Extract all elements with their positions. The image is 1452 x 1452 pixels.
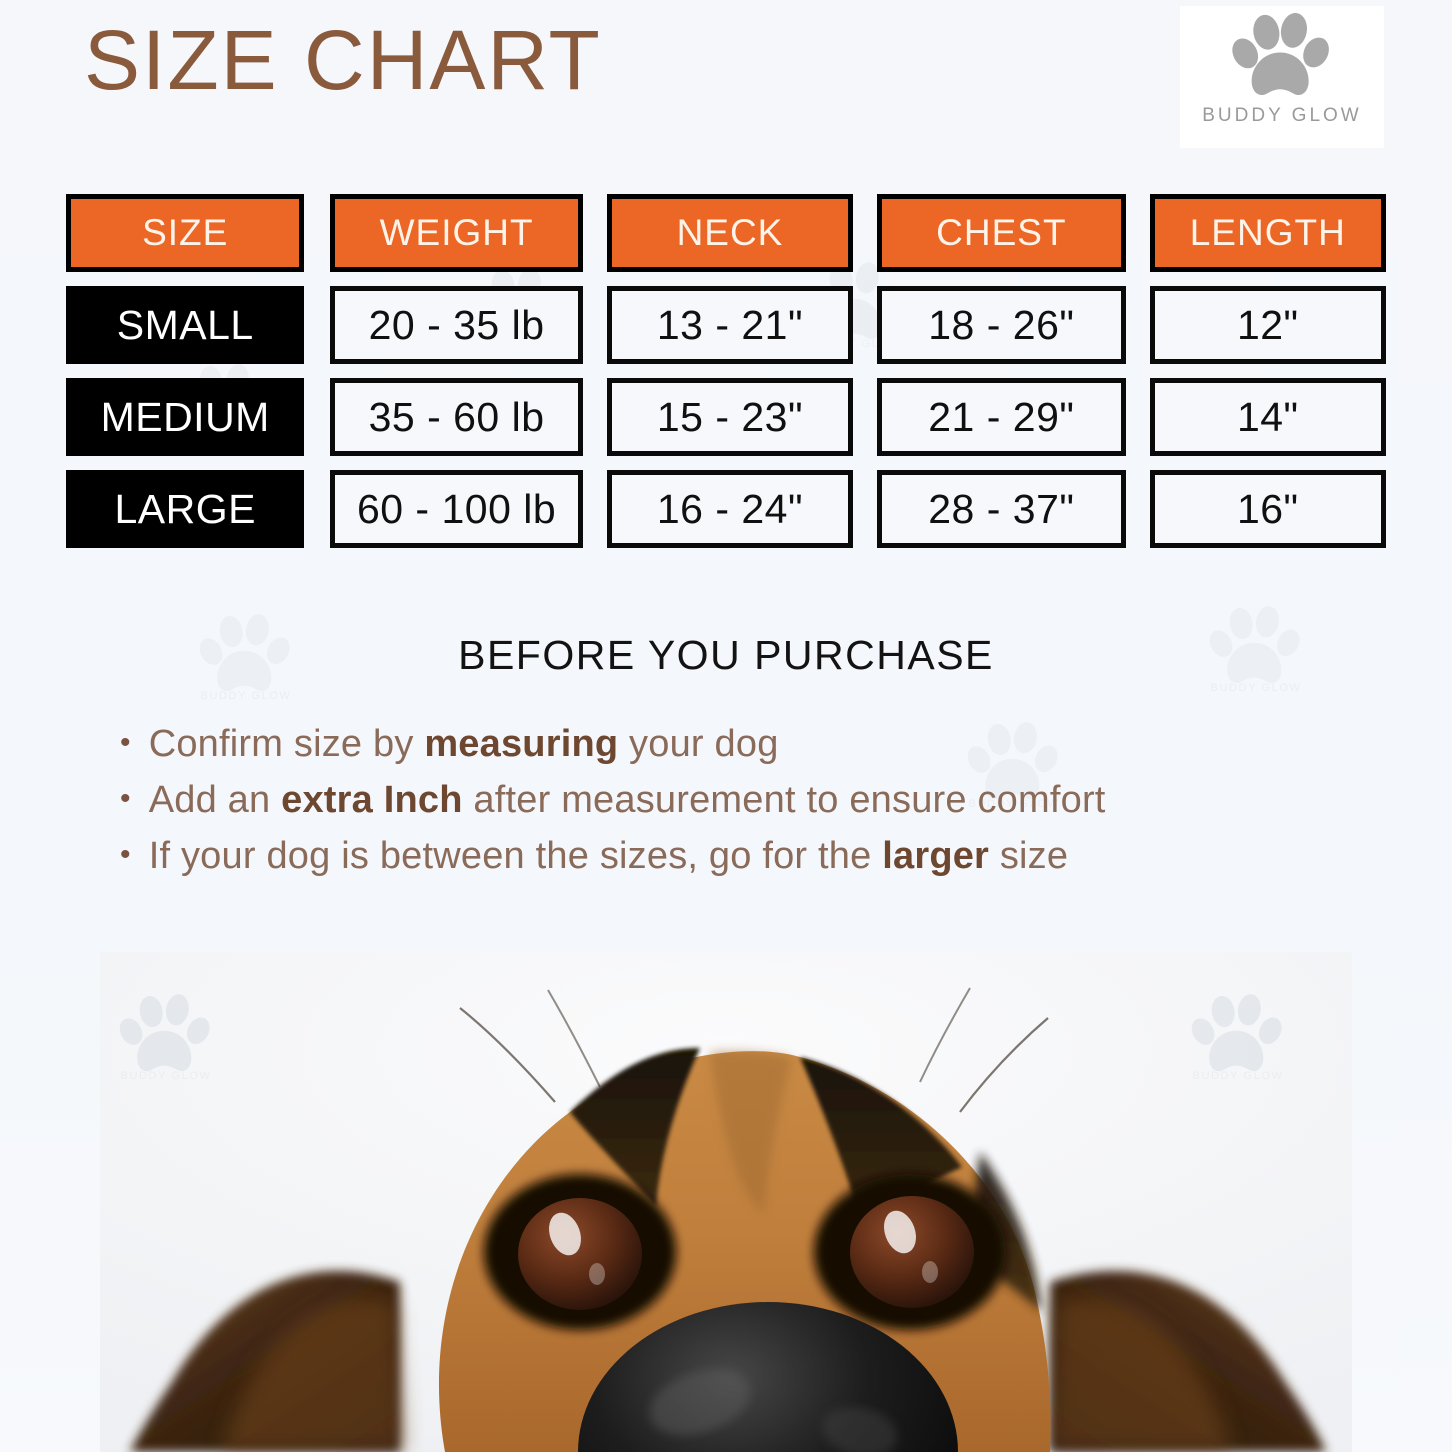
- column-header-length: LENGTH: [1149, 194, 1386, 272]
- cell-length: 16": [1149, 470, 1387, 548]
- cell-chest: 18 - 26": [877, 286, 1126, 364]
- dog-photo: [100, 952, 1352, 1452]
- page-title: SIZE CHART: [84, 13, 602, 107]
- row-size-label: LARGE: [66, 470, 305, 548]
- column-header-chest: CHEST: [877, 194, 1126, 272]
- watermark-text: BUDDY GLOW: [1210, 682, 1302, 694]
- cell-weight: 35 - 60 lb: [330, 378, 583, 456]
- list-item: • Confirm size by measuring your dog: [120, 716, 1370, 772]
- cell-neck: 16 - 24": [606, 470, 854, 548]
- cell-weight: 20 - 35 lb: [330, 286, 583, 364]
- before-you-purchase-heading: BEFORE YOU PURCHASE: [458, 632, 994, 678]
- list-item-text: Confirm size by measuring your dog: [148, 723, 779, 765]
- column-header-weight: WEIGHT: [330, 194, 583, 272]
- purchase-notes-list: • Confirm size by measuring your dog • A…: [120, 716, 1370, 885]
- cell-chest: 21 - 29": [877, 378, 1126, 456]
- bullet-marker: •: [120, 782, 131, 816]
- cell-neck: 13 - 21": [606, 286, 854, 364]
- table-row: MEDIUM 35 - 60 lb 15 - 23" 21 - 29" 14": [66, 378, 1387, 456]
- watermark-text: BUDDY GLOW: [200, 690, 292, 702]
- row-size-label: SMALL: [66, 286, 305, 364]
- list-item: • If your dog is between the sizes, go f…: [120, 828, 1370, 884]
- bullet-marker: •: [120, 726, 131, 759]
- cell-chest: 28 - 37": [877, 470, 1126, 548]
- list-item-text: If your dog is between the sizes, go for…: [148, 835, 1069, 878]
- row-size-label: MEDIUM: [66, 378, 305, 456]
- paw-print-icon: [1230, 12, 1334, 104]
- cell-weight: 60 - 100 lb: [330, 470, 583, 548]
- table-header-row: SIZE WEIGHT NECK CHEST LENGTH: [66, 194, 1386, 272]
- column-header-size: SIZE: [66, 194, 305, 272]
- table-row: LARGE 60 - 100 lb 16 - 24" 28 - 37" 16": [66, 470, 1387, 548]
- cell-neck: 15 - 23": [606, 378, 854, 456]
- cell-length: 12": [1149, 286, 1387, 364]
- size-chart-table: SIZE WEIGHT NECK CHEST LENGTH SMALL 20 -…: [66, 194, 1387, 548]
- column-header-neck: NECK: [606, 194, 854, 272]
- list-item-text: Add an extra Inch after measurement to e…: [148, 779, 1106, 822]
- cell-length: 14": [1149, 378, 1387, 456]
- list-item: • Add an extra Inch after measurement to…: [120, 772, 1370, 828]
- brand-name: BUDDY GLOW: [1202, 105, 1362, 126]
- bullet-marker: •: [120, 838, 131, 872]
- brand-logo: BUDDY GLOW: [1180, 6, 1384, 148]
- table-row: SMALL 20 - 35 lb 13 - 21" 18 - 26" 12": [66, 286, 1387, 364]
- header: SIZE CHART BUDDY GLOW: [0, 0, 1452, 172]
